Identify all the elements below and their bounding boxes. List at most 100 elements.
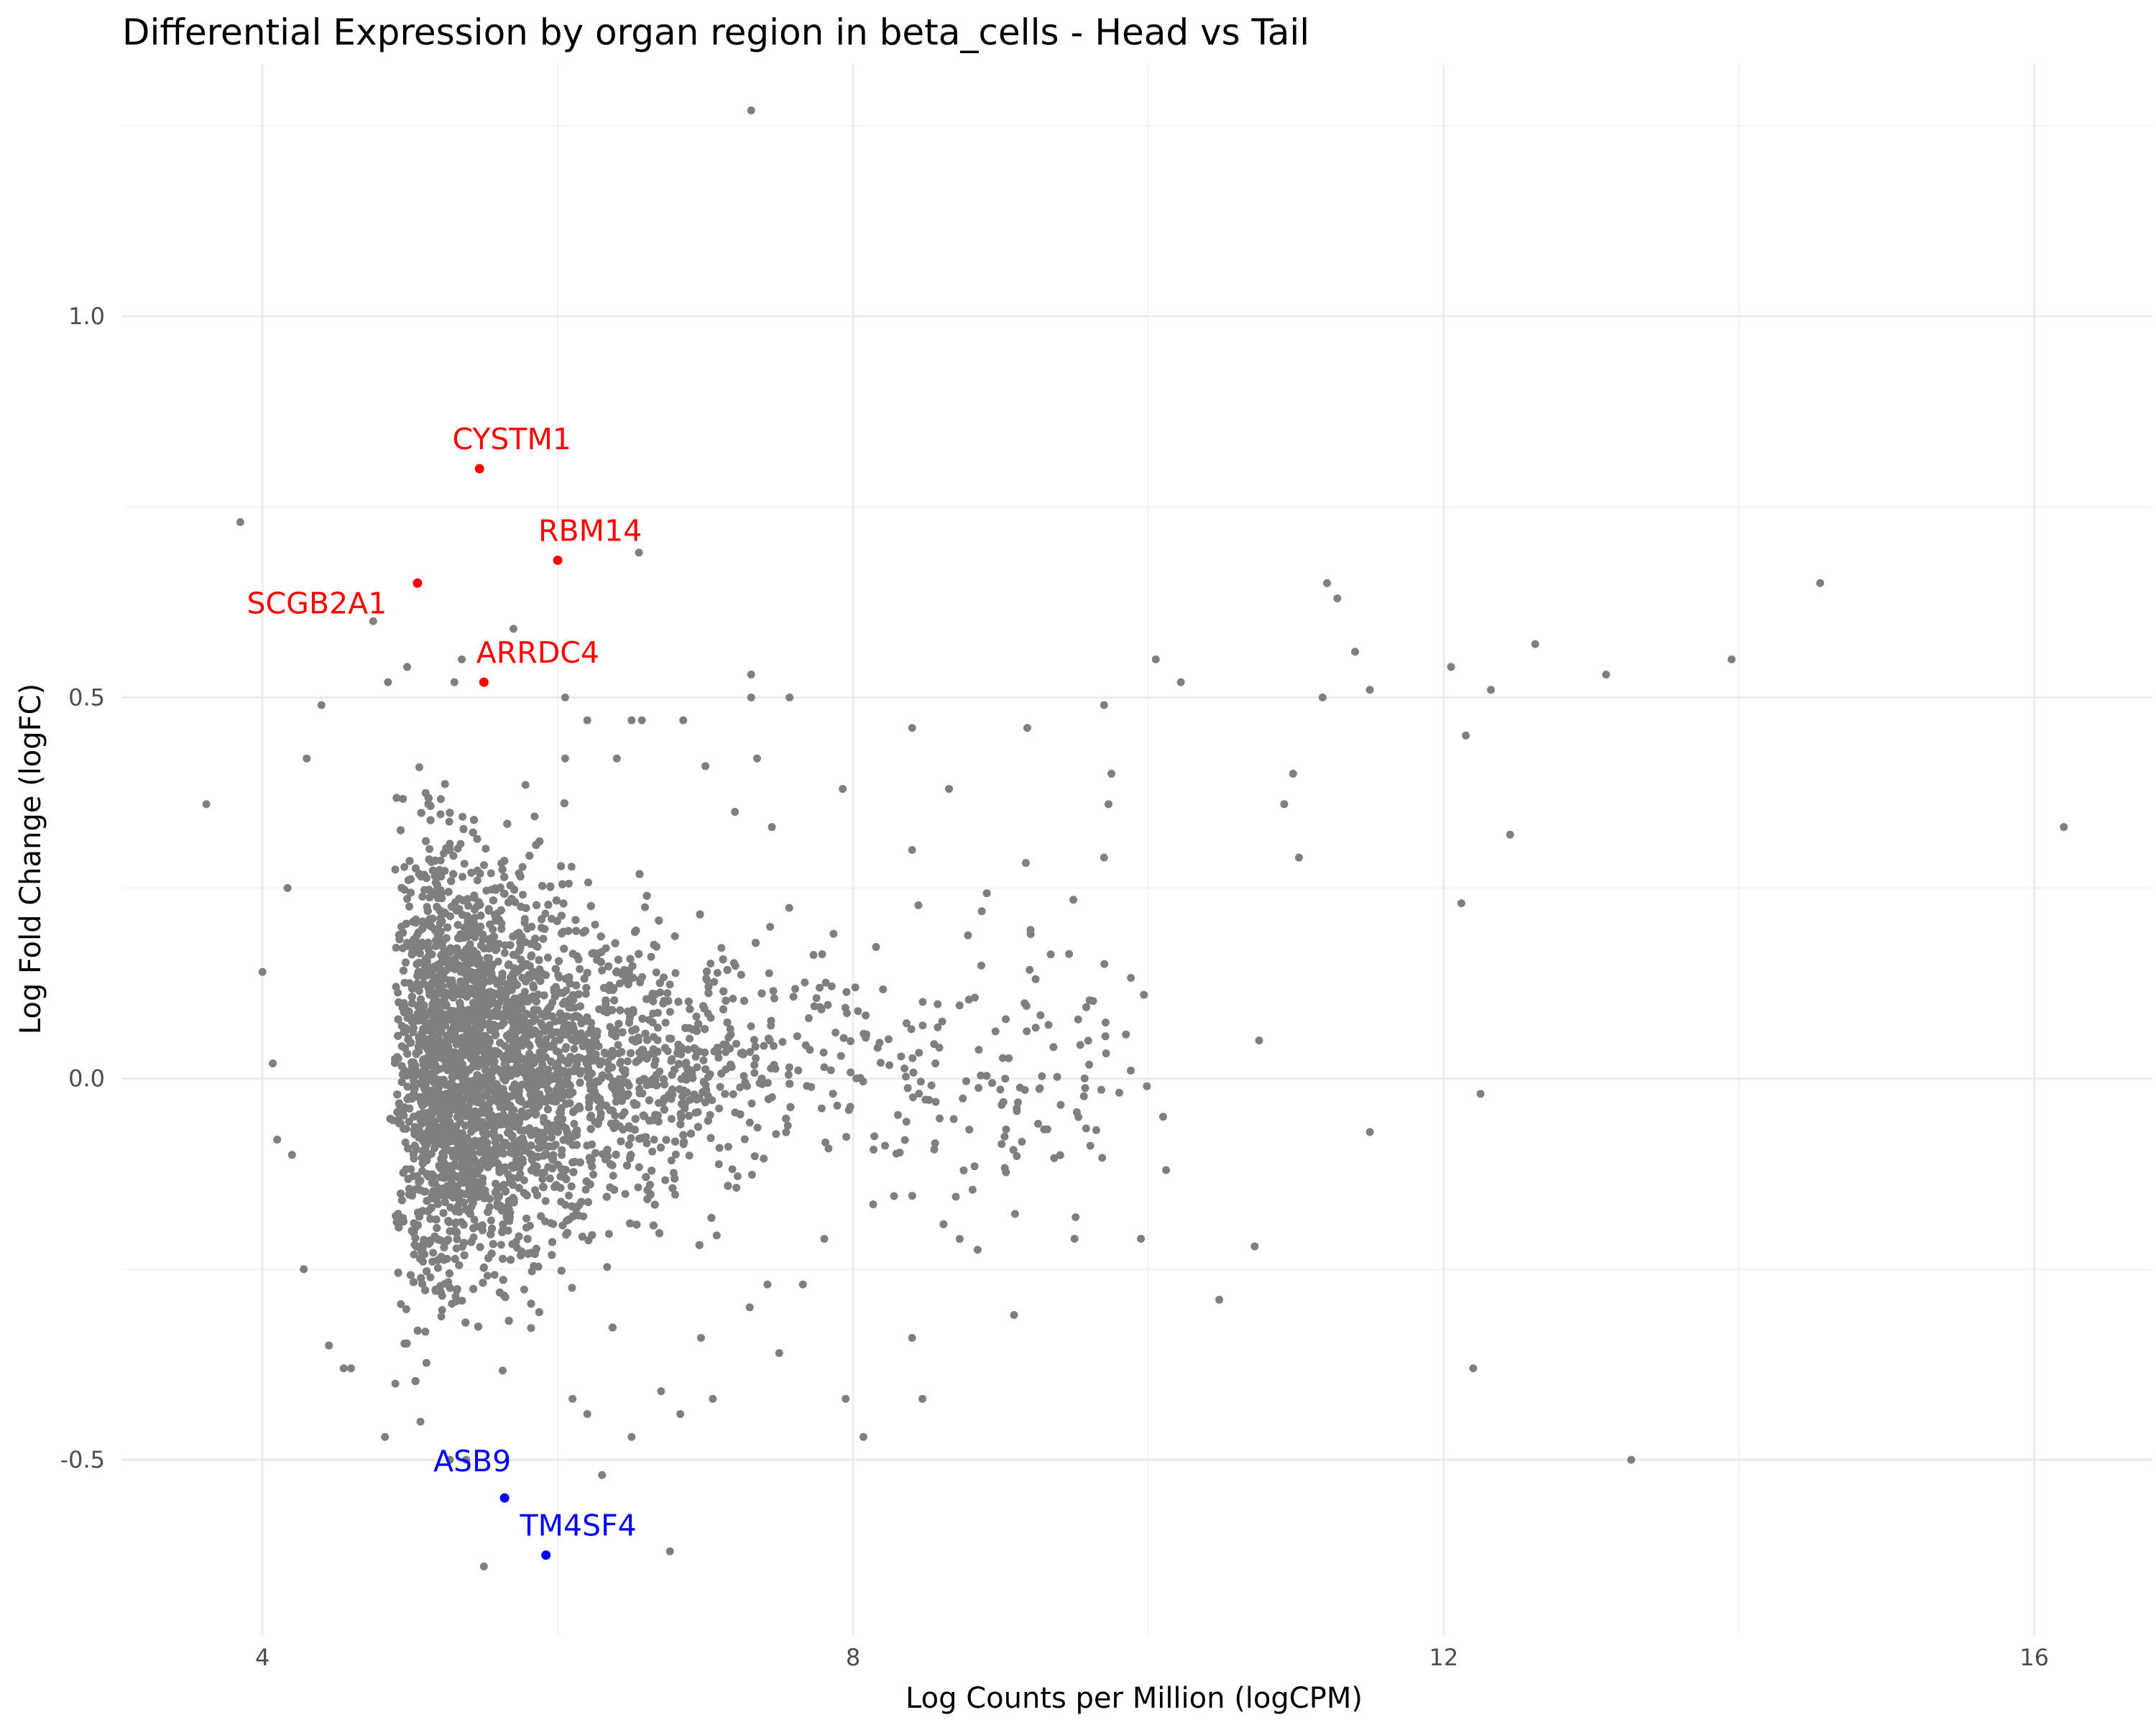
- gene-point: [538, 1174, 547, 1183]
- gene-point: [728, 1165, 737, 1174]
- gene-point: [591, 921, 599, 929]
- gene-point: [565, 1191, 573, 1200]
- gene-point: [445, 817, 453, 826]
- gene-point: [527, 1324, 535, 1333]
- gene-point: [470, 1215, 479, 1224]
- gene-point: [576, 965, 584, 973]
- gene-point: [581, 990, 590, 998]
- gene-point: [483, 1271, 492, 1280]
- gene-point: [547, 1219, 556, 1228]
- gene-point: [436, 795, 445, 804]
- gene-point: [429, 1248, 438, 1257]
- gene-point: [518, 862, 527, 871]
- gene-point: [701, 1098, 709, 1107]
- gene-point: [525, 1040, 533, 1049]
- gene-point: [649, 1009, 658, 1018]
- gene-point: [567, 862, 576, 871]
- gene-point: [584, 878, 592, 887]
- gene-point: [652, 968, 660, 977]
- gene-point: [436, 856, 445, 865]
- gene-point: [474, 1192, 482, 1201]
- gene-point: [653, 1024, 662, 1032]
- gene-point: [691, 1108, 700, 1117]
- gene-point: [410, 1250, 418, 1259]
- gene-point: [441, 780, 449, 788]
- gene-point: [528, 922, 536, 931]
- gene-point: [544, 1065, 553, 1074]
- gene-point: [558, 1221, 567, 1230]
- gene-point: [581, 1185, 590, 1194]
- gene-point: [403, 895, 411, 903]
- gene-point: [459, 812, 467, 821]
- gene-point: [410, 1074, 418, 1082]
- gene-point: [604, 1230, 613, 1238]
- gene-point: [499, 1366, 507, 1375]
- gene-point: [520, 1176, 528, 1184]
- gene-point: [558, 1151, 566, 1159]
- gene-point: [737, 970, 745, 979]
- gene-point: [648, 1147, 657, 1156]
- gene-point: [665, 1008, 674, 1016]
- gene-point: [436, 810, 445, 819]
- gene-point: [552, 1046, 561, 1055]
- gene-point: [627, 1133, 635, 1142]
- gene-point: [405, 902, 413, 911]
- gene-point: [543, 953, 552, 962]
- gene-point: [784, 1070, 793, 1079]
- gene-point: [394, 988, 402, 997]
- gene-point: [392, 944, 400, 952]
- gene-point: [729, 994, 737, 1003]
- gene-point: [470, 919, 479, 927]
- bulk-point-cloud: [386, 763, 1135, 1385]
- gene-point: [660, 973, 668, 982]
- gene-point: [446, 912, 454, 921]
- gene-point: [437, 1312, 446, 1321]
- gene-point: [433, 1200, 442, 1208]
- gene-point: [635, 1163, 643, 1172]
- gene-point: [750, 1061, 759, 1070]
- gene-point: [418, 893, 427, 901]
- gene-point: [464, 901, 473, 910]
- gene-point: [617, 1057, 625, 1066]
- gene-point: [487, 1216, 495, 1225]
- gene-point: [638, 1089, 647, 1098]
- gene-point: [747, 1170, 756, 1179]
- gene-point: [641, 903, 649, 911]
- gene-point: [663, 989, 672, 998]
- gene-point: [736, 1083, 745, 1092]
- gene-point: [713, 969, 722, 978]
- gene-point: [565, 879, 573, 888]
- gene-point: [561, 1200, 570, 1209]
- gene-point: [473, 876, 482, 885]
- gene-point: [482, 845, 490, 853]
- gene-point: [706, 960, 715, 968]
- gene-point: [616, 979, 624, 988]
- gene-point: [733, 1172, 742, 1180]
- gene-point: [715, 1144, 724, 1152]
- gene-point: [456, 840, 465, 848]
- gene-point: [399, 795, 407, 803]
- gene-point: [487, 869, 495, 878]
- gene-point: [518, 891, 527, 899]
- gene-point: [490, 1271, 499, 1279]
- gene-point: [470, 906, 479, 914]
- gene-point: [516, 1169, 525, 1178]
- gene-point: [729, 1090, 737, 1098]
- gene-point: [609, 1172, 617, 1180]
- gene-point: [401, 1138, 410, 1146]
- gene-point: [425, 845, 434, 853]
- gene-point: [521, 781, 530, 789]
- gene-point: [708, 1096, 717, 1105]
- grid-lines: [122, 65, 2152, 1635]
- gene-point: [431, 942, 440, 950]
- gene-point: [747, 1099, 756, 1108]
- gene-point: [458, 1297, 466, 1305]
- gene-point: [570, 1044, 579, 1053]
- gene-point: [397, 1300, 405, 1308]
- gene-point: [693, 1063, 701, 1072]
- gene-point: [402, 1305, 410, 1313]
- gene-point: [422, 1358, 430, 1367]
- gene-point: [541, 1197, 550, 1205]
- gene-point: [541, 909, 550, 918]
